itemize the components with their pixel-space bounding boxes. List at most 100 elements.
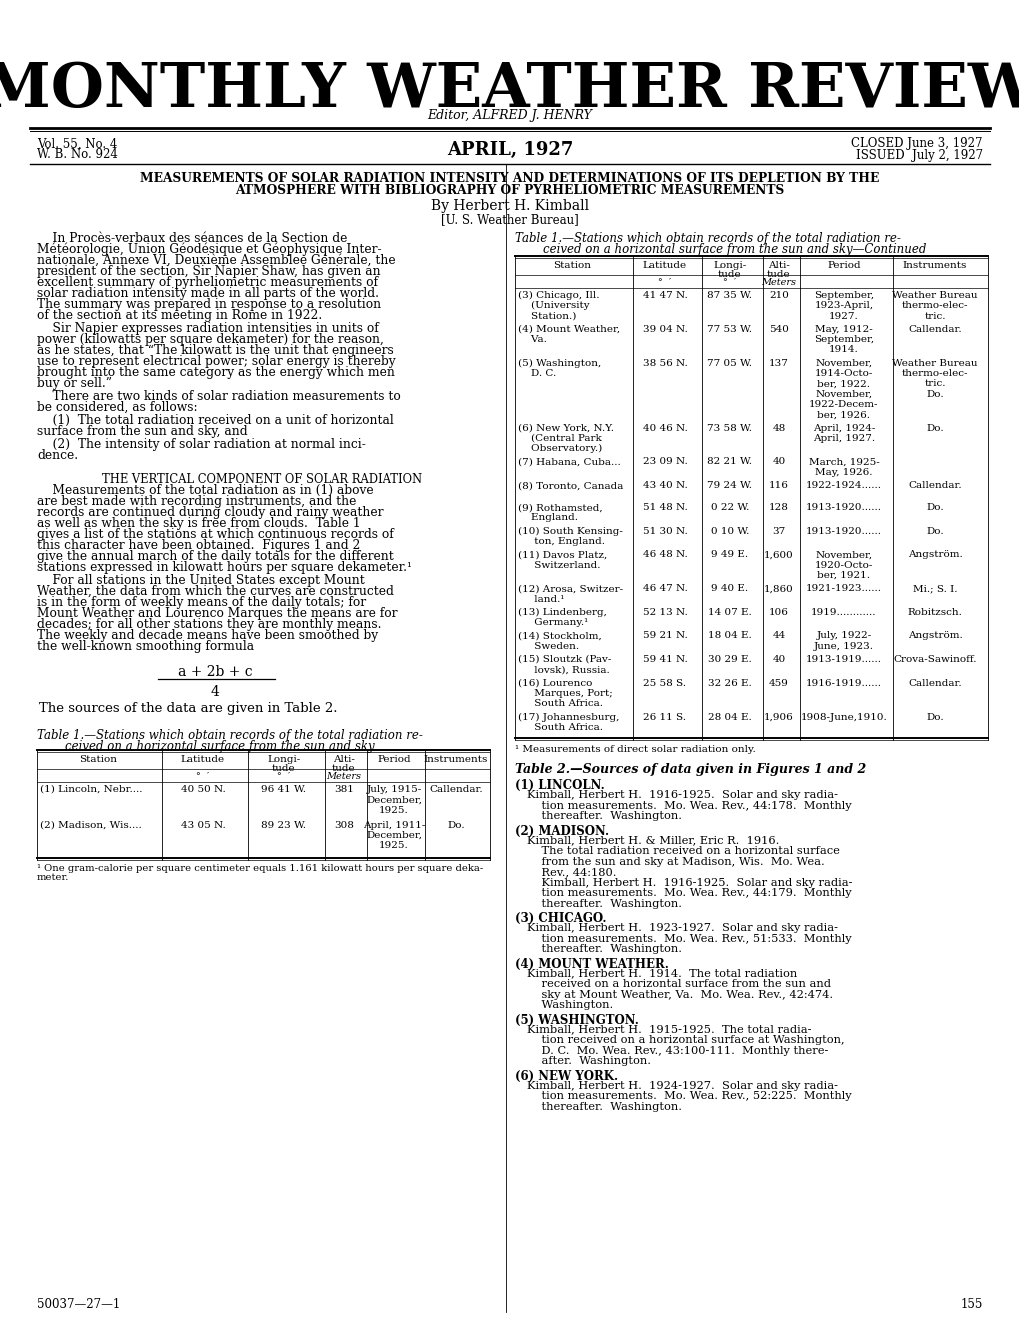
Text: September,: September, (813, 291, 873, 300)
Text: tude: tude (717, 269, 741, 279)
Text: Longi-: Longi- (267, 756, 301, 764)
Text: Instruments: Instruments (902, 262, 966, 269)
Text: 1913-1920......: 1913-1920...... (805, 503, 881, 513)
Text: Do.: Do. (925, 712, 943, 721)
Text: (17) Johannesburg,: (17) Johannesburg, (518, 712, 619, 721)
Text: 40: 40 (771, 655, 785, 664)
Text: (14) Stockholm,: (14) Stockholm, (518, 631, 601, 641)
Text: May, 1912-: May, 1912- (814, 325, 872, 334)
Text: 1921-1923......: 1921-1923...... (805, 584, 881, 593)
Text: 210: 210 (768, 291, 788, 300)
Text: W. B. No. 924: W. B. No. 924 (37, 148, 118, 161)
Text: (2) Madison, Wis....: (2) Madison, Wis.... (40, 820, 142, 830)
Text: Kimball, Herbert H.  1916-1925.  Solar and sky radia-: Kimball, Herbert H. 1916-1925. Solar and… (527, 790, 838, 801)
Text: 4: 4 (210, 686, 219, 699)
Text: tion received on a horizontal surface at Washington,: tion received on a horizontal surface at… (527, 1036, 844, 1045)
Text: The total radiation received on a horizontal surface: The total radiation received on a horizo… (527, 845, 839, 856)
Text: 26 11 S.: 26 11 S. (643, 712, 686, 721)
Text: Table 1.—Stations which obtain records of the total radiation re-: Table 1.—Stations which obtain records o… (515, 232, 900, 244)
Text: 1914.: 1914. (828, 346, 858, 354)
Text: 137: 137 (768, 359, 788, 367)
Text: stations expressed in kilowatt hours per square dekameter.¹: stations expressed in kilowatt hours per… (37, 561, 412, 575)
Text: (Central Park: (Central Park (518, 433, 601, 443)
Text: November,: November, (814, 390, 871, 399)
Text: tion measurements.  Mo. Wea. Rev., 51:533.  Monthly: tion measurements. Mo. Wea. Rev., 51:533… (527, 934, 851, 943)
Text: (2) MADISON.: (2) MADISON. (515, 824, 608, 838)
Text: Latitude: Latitude (180, 756, 225, 764)
Text: (12) Arosa, Switzer-: (12) Arosa, Switzer- (518, 584, 623, 593)
Text: Period: Period (377, 756, 411, 764)
Text: 0 22 W.: 0 22 W. (710, 503, 748, 513)
Text: 1,906: 1,906 (763, 712, 793, 721)
Text: (5) Washington,: (5) Washington, (518, 359, 600, 369)
Text: 48: 48 (771, 424, 785, 432)
Text: 77 53 W.: 77 53 W. (707, 325, 752, 334)
Text: sky at Mount Weather, Va.  Mo. Wea. Rev., 42:474.: sky at Mount Weather, Va. Mo. Wea. Rev.,… (527, 989, 833, 1000)
Text: Weather Bureau: Weather Bureau (892, 359, 977, 367)
Text: brought into the same category as the energy which men: brought into the same category as the en… (37, 366, 394, 379)
Text: (5) WASHINGTON.: (5) WASHINGTON. (515, 1013, 638, 1026)
Text: be considered, as follows:: be considered, as follows: (37, 402, 198, 413)
Text: ton, England.: ton, England. (518, 538, 604, 546)
Text: records are continued during cloudy and rainy weather: records are continued during cloudy and … (37, 506, 383, 519)
Text: Do.: Do. (925, 503, 943, 513)
Text: July, 1922-: July, 1922- (815, 631, 871, 641)
Text: Editor, ALFRED J. HENRY: Editor, ALFRED J. HENRY (427, 110, 592, 123)
Text: 116: 116 (768, 481, 788, 490)
Text: Mi.; S. I.: Mi.; S. I. (912, 584, 956, 593)
Text: D. C.  Mo. Wea. Rev., 43:100-111.  Monthly there-: D. C. Mo. Wea. Rev., 43:100-111. Monthly… (527, 1046, 827, 1055)
Text: MEASUREMENTS OF SOLAR RADIATION INTENSITY AND DETERMINATIONS OF ITS DEPLETION BY: MEASUREMENTS OF SOLAR RADIATION INTENSIT… (141, 173, 878, 185)
Text: received on a horizontal surface from the sun and: received on a horizontal surface from th… (527, 979, 830, 989)
Text: 96 41 W.: 96 41 W. (261, 785, 306, 794)
Text: 381: 381 (334, 785, 354, 794)
Text: (6) NEW YORK.: (6) NEW YORK. (515, 1070, 618, 1083)
Text: Va.: Va. (518, 336, 546, 345)
Text: ceived on a horizontal surface from the sun and sky: ceived on a horizontal surface from the … (65, 740, 374, 753)
Text: thermo-elec-: thermo-elec- (901, 301, 967, 310)
Text: a + 2b + c: a + 2b + c (177, 664, 252, 679)
Text: 1908-June,1910.: 1908-June,1910. (800, 712, 887, 721)
Text: of the section at its meeting in Rome in 1922.: of the section at its meeting in Rome in… (37, 309, 322, 322)
Text: 23 09 N.: 23 09 N. (642, 457, 687, 466)
Text: 50037—27—1: 50037—27—1 (37, 1299, 120, 1310)
Text: South Africa.: South Africa. (518, 723, 602, 732)
Text: Kimball, Herbert H.  1916-1925.  Solar and sky radia-: Kimball, Herbert H. 1916-1925. Solar and… (527, 877, 852, 888)
Text: Station: Station (78, 756, 117, 764)
Text: lovsk), Russia.: lovsk), Russia. (518, 666, 609, 674)
Text: December,: December, (366, 795, 422, 804)
Text: Period: Period (826, 262, 860, 269)
Text: 1913-1919......: 1913-1919...... (805, 655, 881, 664)
Text: 77 05 W.: 77 05 W. (707, 359, 752, 367)
Text: 40 46 N.: 40 46 N. (642, 424, 687, 432)
Text: (6) New York, N.Y.: (6) New York, N.Y. (518, 424, 613, 432)
Text: 1,600: 1,600 (763, 551, 793, 559)
Text: dence.: dence. (37, 449, 78, 462)
Text: nationale, Annexe VI, Deuxième Assemblee Générale, the: nationale, Annexe VI, Deuxième Assemblee… (37, 254, 395, 267)
Text: Weather, the data from which the curves are constructed: Weather, the data from which the curves … (37, 585, 393, 598)
Text: May, 1926.: May, 1926. (814, 468, 872, 477)
Text: (3) CHICAGO.: (3) CHICAGO. (515, 911, 606, 925)
Text: South Africa.: South Africa. (518, 699, 602, 708)
Text: 28 04 E.: 28 04 E. (707, 712, 751, 721)
Text: APRIL, 1927: APRIL, 1927 (446, 141, 573, 159)
Text: April, 1927.: April, 1927. (812, 433, 874, 443)
Text: 1,860: 1,860 (763, 584, 793, 593)
Text: 0 10 W.: 0 10 W. (710, 527, 748, 536)
Text: Latitude: Latitude (642, 262, 687, 269)
Text: ¹ One gram-calorie per square centimeter equals 1.161 kilowatt hours per square : ¹ One gram-calorie per square centimeter… (37, 864, 483, 873)
Text: (4) Mount Weather,: (4) Mount Weather, (518, 325, 620, 334)
Text: 59 41 N.: 59 41 N. (642, 655, 687, 664)
Text: Kimball, Herbert H.  1924-1927.  Solar and sky radia-: Kimball, Herbert H. 1924-1927. Solar and… (527, 1081, 838, 1091)
Text: give the annual march of the daily totals for the different: give the annual march of the daily total… (37, 550, 393, 563)
Text: from the sun and sky at Madison, Wis.  Mo. Wea.: from the sun and sky at Madison, Wis. Mo… (527, 856, 824, 867)
Text: The weekly and decade means have been smoothed by: The weekly and decade means have been sm… (37, 629, 378, 642)
Text: Observatory.): Observatory.) (518, 444, 601, 453)
Text: thereafter.  Washington.: thereafter. Washington. (527, 898, 682, 909)
Text: power (kilowatts per square dekameter) for the reason,: power (kilowatts per square dekameter) f… (37, 333, 383, 346)
Text: 30 29 E.: 30 29 E. (707, 655, 751, 664)
Text: 1927.: 1927. (828, 312, 858, 321)
Text: (7) Habana, Cuba...: (7) Habana, Cuba... (518, 457, 621, 466)
Text: ber, 1921.: ber, 1921. (816, 571, 869, 580)
Text: 18 04 E.: 18 04 E. (707, 631, 751, 641)
Text: 52 13 N.: 52 13 N. (642, 608, 687, 617)
